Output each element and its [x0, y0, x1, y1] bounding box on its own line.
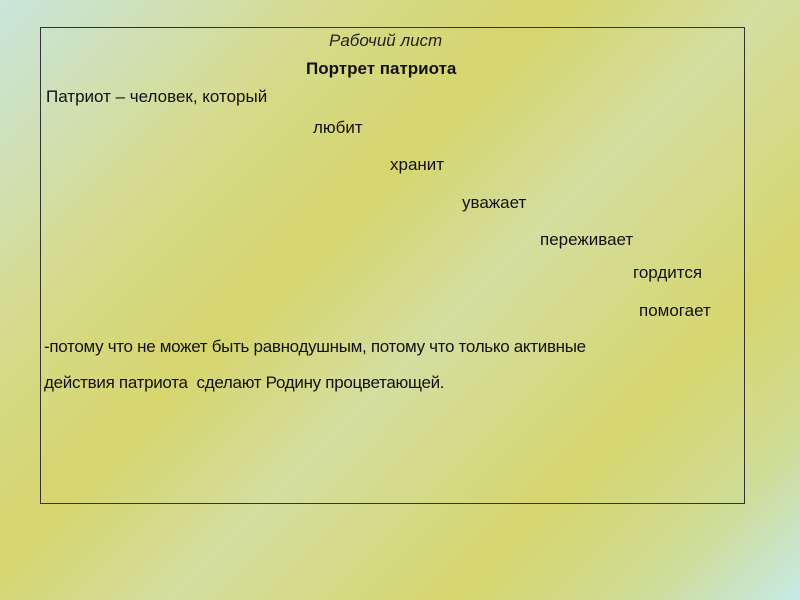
- worksheet-label: Рабочий лист: [329, 31, 443, 50]
- verb-proud: гордится: [633, 263, 703, 282]
- worksheet-frame: [40, 27, 745, 504]
- verb-helps: помогает: [639, 301, 711, 320]
- page-title: Портрет патриота: [306, 59, 457, 78]
- conclusion-line-1: -потому что не может быть равнодушным, п…: [44, 337, 586, 356]
- verb-respects: уважает: [462, 193, 527, 212]
- verb-keeps: хранит: [390, 155, 445, 174]
- verb-cares: переживает: [540, 230, 634, 249]
- verb-loves: любит: [313, 118, 363, 137]
- conclusion-line-2: действия патриота сделают Родину процвет…: [44, 373, 445, 392]
- intro-text: Патриот – человек, который: [46, 87, 268, 106]
